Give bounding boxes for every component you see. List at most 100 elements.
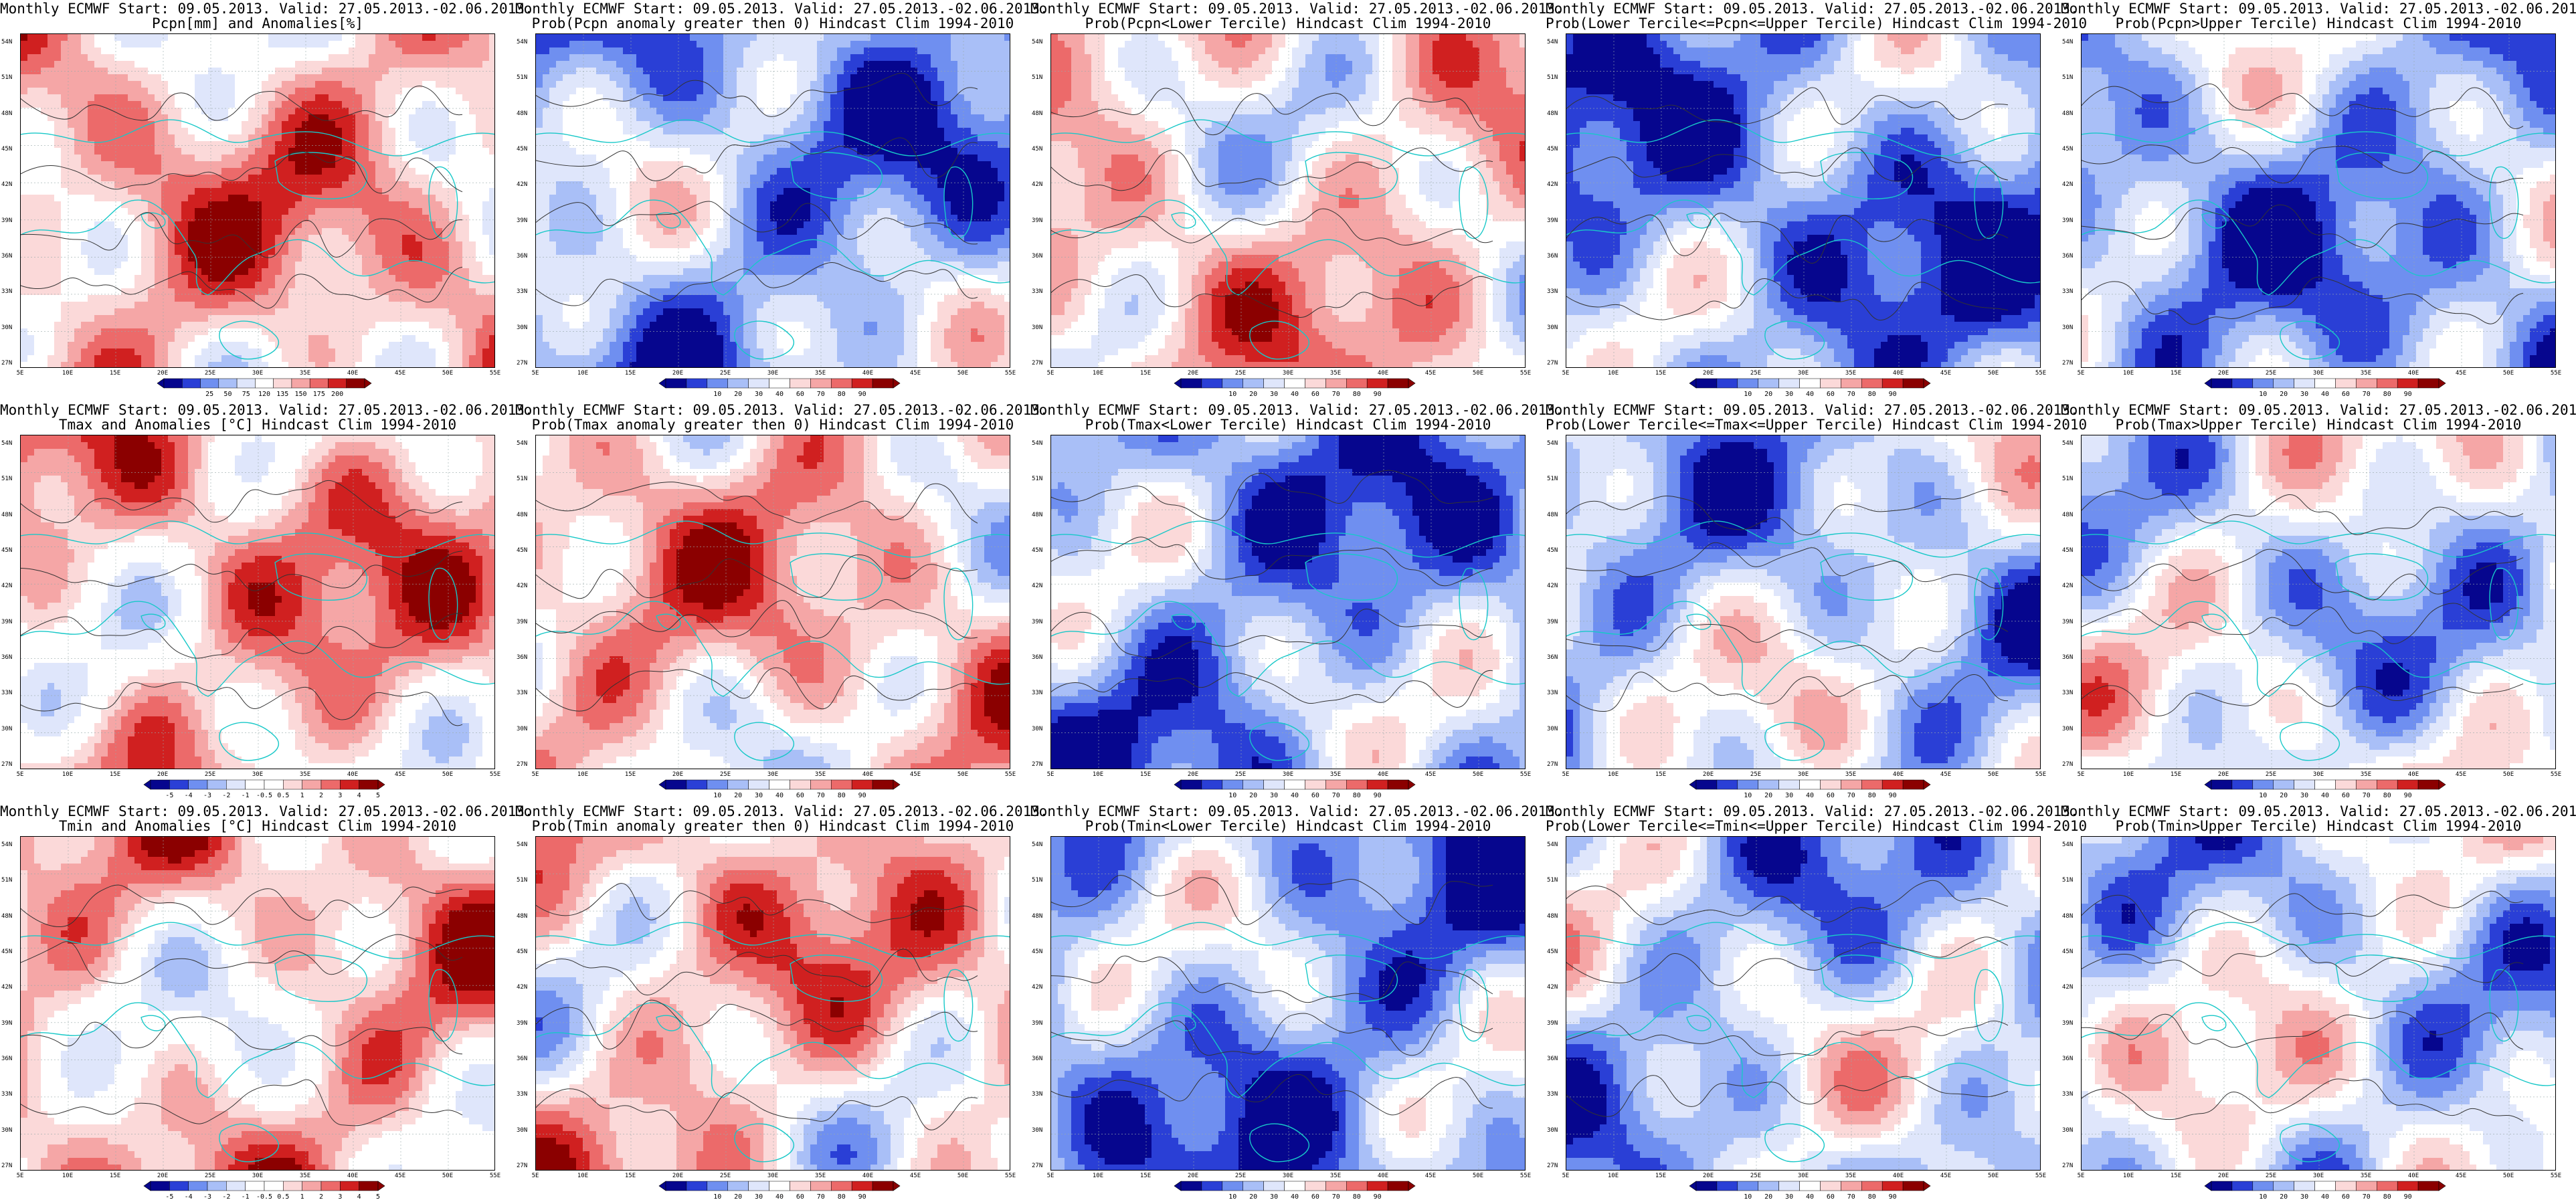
colorbar-tick-label: 175 [313, 391, 325, 398]
latitude-label: 36N [2062, 654, 2073, 661]
longitude-label: 20E [1188, 1173, 1198, 1179]
latitude-label: 33N [517, 1091, 527, 1098]
latitude-label: 54N [1032, 841, 1042, 848]
longitude-label: 20E [2218, 771, 2229, 778]
latitude-label: 33N [1, 288, 12, 295]
forecast-map[interactable] [20, 836, 495, 1171]
longitude-label: 25E [205, 1173, 215, 1179]
latitude-label: 36N [1032, 1056, 1042, 1062]
longitude-label: 45E [2456, 370, 2466, 377]
colorbar-tick-label: 90 [2404, 792, 2412, 799]
shaded-field [1566, 34, 2040, 367]
forecast-map[interactable] [2081, 435, 2556, 769]
colorbar-tick-label: 70 [817, 1193, 825, 1201]
longitude-label: 40E [862, 370, 873, 377]
colorbar [1174, 779, 1416, 790]
forecast-map[interactable] [1050, 33, 1526, 368]
longitude-label: 25E [1235, 370, 1246, 377]
map-canvas [1051, 435, 1525, 769]
forecast-map[interactable] [535, 435, 1010, 769]
colorbar-tick-label: 60 [1311, 1193, 1319, 1201]
contour-lines [21, 884, 463, 1126]
colorbar-swatches [2204, 779, 2446, 790]
panel-title-line1: Monthly ECMWF Start: 09.05.2013. Valid: … [1546, 403, 2079, 418]
latitude-label: 39N [1032, 1020, 1042, 1027]
latitude-label: 45N [1547, 146, 1558, 153]
forecast-map[interactable] [535, 33, 1010, 368]
panel-title-line2: Prob(Lower Tercile<=Tmax<=Upper Tercile)… [1546, 417, 2087, 433]
colorbar-tick-label: -1 [242, 792, 250, 799]
longitude-label: 5E [17, 370, 24, 377]
contour-lines [1051, 875, 1493, 1116]
colorbar-tick-label: 80 [2383, 792, 2391, 799]
contour-lines [1566, 488, 2009, 712]
longitude-label: 5E [2078, 1173, 2085, 1179]
longitude-label: 35E [1330, 771, 1341, 778]
longitude-label: 30E [1798, 771, 1809, 778]
colorbar-tick-label: 40 [1806, 391, 1814, 398]
longitude-label: 10E [1608, 771, 1619, 778]
forecast-map[interactable] [1566, 836, 2041, 1171]
longitude-label: 45E [395, 370, 405, 377]
coastlines [1051, 922, 1525, 1163]
panel-title-line2: Prob(Pcpn>Upper Tercile) Hindcast Clim 1… [2061, 16, 2576, 31]
longitude-label: 40E [347, 771, 358, 778]
map-canvas [21, 435, 494, 769]
panel-title-line2: Prob(Tmin anomaly greater then 0) Hindca… [515, 819, 1030, 834]
forecast-map[interactable] [1050, 435, 1526, 769]
longitude-label: 30E [252, 370, 263, 377]
longitude-label: 25E [2266, 771, 2276, 778]
latitude-label: 48N [517, 110, 527, 117]
longitude-label: 20E [157, 771, 168, 778]
forecast-map[interactable] [20, 33, 495, 368]
forecast-map[interactable] [1050, 836, 1526, 1171]
longitude-label: 55E [1520, 1173, 1531, 1179]
colorbar-tick-label: 70 [1847, 391, 1855, 398]
map-canvas [1566, 837, 2040, 1170]
colorbar-swatches [658, 779, 901, 790]
colorbar [658, 1181, 901, 1191]
map-panel: Monthly ECMWF Start: 09.05.2013. Valid: … [1030, 803, 1564, 1204]
latitude-label: 39N [1032, 217, 1042, 224]
colorbar-swatches [658, 1181, 901, 1191]
colorbar-tick-label: 30 [1270, 792, 1278, 799]
colorbar-tick-label: 3 [338, 792, 342, 799]
contour-lines [21, 86, 463, 309]
colorbar [658, 779, 901, 790]
longitude-label: 35E [300, 771, 310, 778]
longitude-label: 55E [1005, 370, 1016, 377]
latitude-label: 42N [2062, 181, 2073, 188]
longitude-label: 25E [2266, 370, 2276, 377]
latitude-label: 48N [1547, 913, 1558, 920]
colorbar-tick-label: 40 [1806, 792, 1814, 799]
longitude-label: 30E [2313, 771, 2324, 778]
longitude-label: 55E [1520, 771, 1531, 778]
forecast-map[interactable] [20, 435, 495, 769]
colorbar-tick-label: 30 [1270, 1193, 1278, 1201]
colorbar-tick-label: -0.5 [256, 792, 272, 799]
forecast-map[interactable] [1566, 33, 2041, 368]
forecast-map[interactable] [2081, 836, 2556, 1171]
colorbar-tick-label: 135 [276, 391, 288, 398]
colorbar-swatches [143, 1181, 385, 1191]
longitude-label: 5E [532, 771, 539, 778]
latitude-label: 27N [2062, 761, 2073, 768]
longitude-label: 20E [1188, 370, 1198, 377]
longitude-label: 50E [957, 771, 968, 778]
graticule [536, 34, 1010, 367]
longitude-label: 55E [1005, 771, 1016, 778]
map-canvas [2082, 837, 2555, 1170]
colorbar-tick-label: 30 [2300, 1193, 2308, 1201]
latitude-label: 27N [1547, 360, 1558, 367]
longitude-label: 20E [157, 1173, 168, 1179]
colorbar-tick-label: 70 [1847, 1193, 1855, 1201]
longitude-label: 15E [2171, 370, 2181, 377]
latitude-label: 33N [1547, 1091, 1558, 1098]
latitude-label: 42N [517, 583, 527, 589]
colorbar-tick-label: 70 [817, 792, 825, 799]
forecast-map[interactable] [1566, 435, 2041, 769]
colorbar-tick-label: 20 [2280, 1193, 2288, 1201]
forecast-map[interactable] [535, 836, 1010, 1171]
forecast-map[interactable] [2081, 33, 2556, 368]
coastlines [1566, 119, 2040, 360]
